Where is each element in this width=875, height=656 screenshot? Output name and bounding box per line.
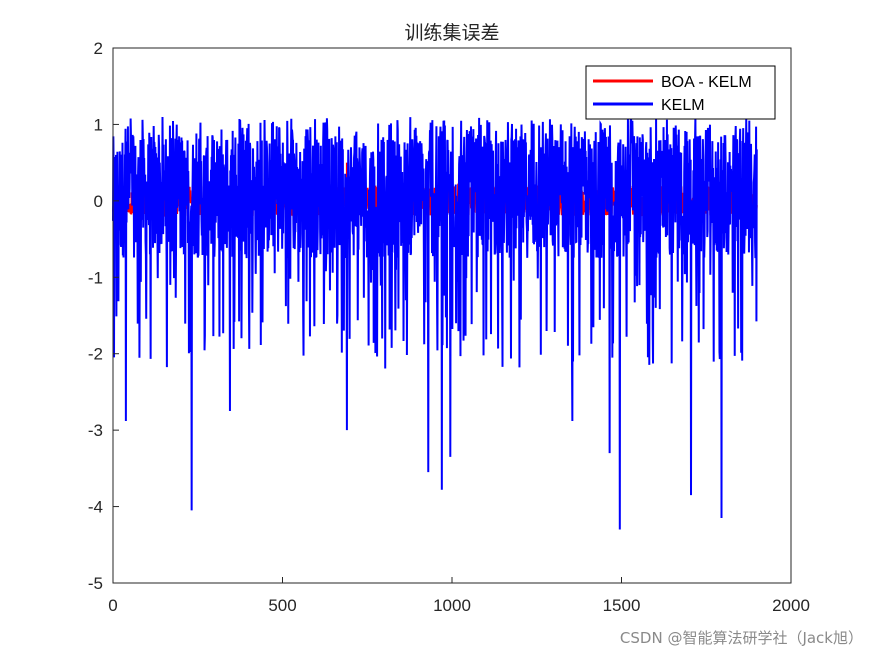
legend-label-kelm: KELM: [661, 97, 705, 114]
x-tick-label: 1000: [433, 596, 471, 615]
legend: BOA - KELM KELM: [585, 65, 776, 120]
y-tick-label: 1: [94, 115, 103, 134]
series-layer: [112, 117, 758, 530]
legend-box: [585, 65, 776, 120]
x-tick-label: 0: [108, 596, 117, 615]
x-tick-label: 2000: [772, 596, 810, 615]
x-tick-label: 500: [268, 596, 296, 615]
y-tick-label: -4: [88, 498, 103, 517]
y-tick-label: -1: [88, 268, 103, 287]
y-tick-label: -5: [88, 574, 103, 593]
x-tick-labels: 0 500 1000 1500 2000: [108, 577, 810, 615]
chart-title: 训练集误差: [404, 22, 499, 44]
x-tick-label: 1500: [603, 596, 641, 615]
y-tick-labels: 2 1 0 -1 -2 -3 -4 -5: [88, 39, 119, 593]
series-line-kelm: [112, 117, 758, 530]
y-tick-label: -3: [88, 421, 103, 440]
legend-label-boa-kelm: BOA - KELM: [661, 74, 752, 91]
watermark: CSDN @智能算法研学社（Jack旭）: [619, 629, 863, 647]
y-tick-label: 2: [94, 39, 103, 58]
y-tick-label: -2: [88, 345, 103, 364]
y-tick-label: 0: [94, 192, 103, 211]
